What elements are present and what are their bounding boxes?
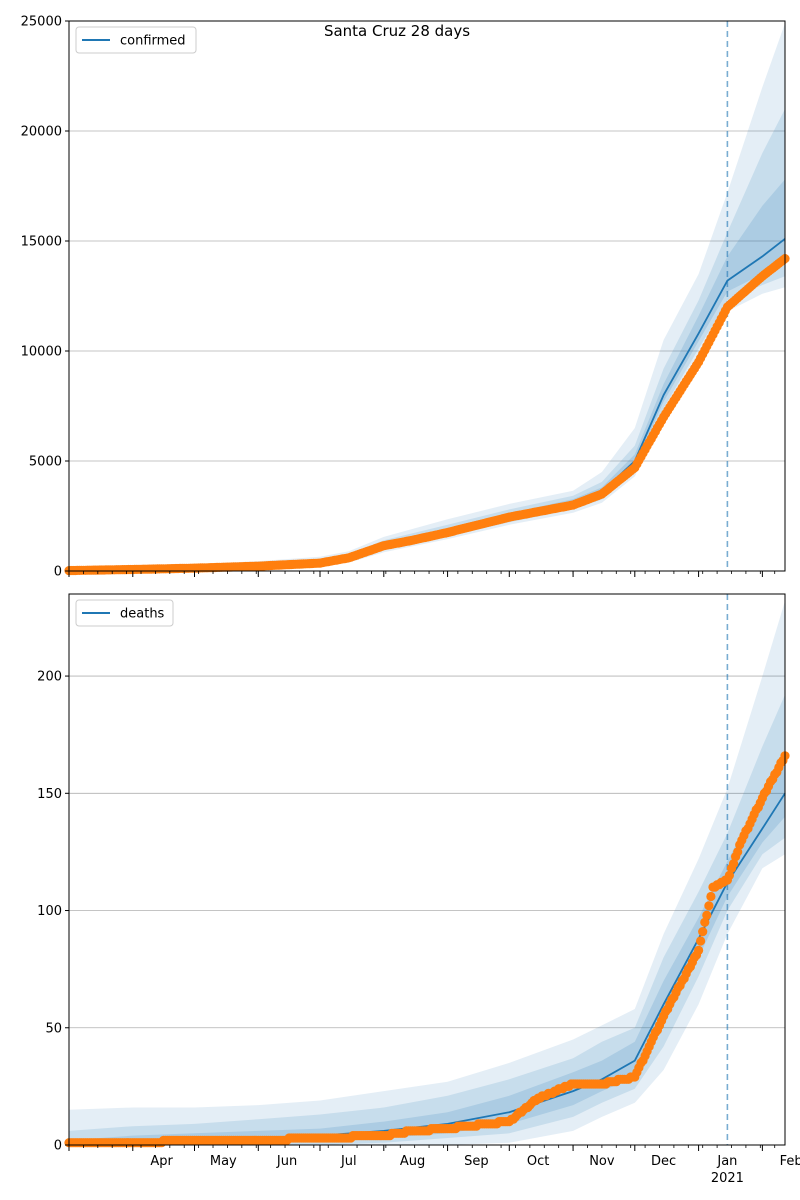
deaths-legend-box [75, 599, 174, 627]
deaths-obs-point [706, 891, 716, 902]
confirmed-model [68, 238, 786, 572]
xtick-label-feb: Feb [780, 1154, 800, 1169]
confirmed-ytick-label: 25000 [21, 15, 62, 30]
deaths-panel: 0 50 100 150 200 Apr May Jun Jul Aug Sep Oct Nov Dec… [37, 593, 800, 1186]
deaths-obs-point [694, 945, 704, 956]
confirmed-ytick-label: 20000 [21, 125, 62, 140]
confirmed-bands [69, 23, 785, 571]
confirmed-legend: confirmed [75, 26, 197, 54]
deaths-ytick-label: 0 [54, 1139, 62, 1154]
xtick-year-label: 2021 [711, 1171, 744, 1186]
confirmed-xticks [68, 571, 776, 577]
confirmed-yticks: 0 5000 10000 15000 20000 25000 [21, 15, 69, 580]
confirmed-band-3 [69, 179, 785, 571]
confirmed-ytick-label: 15000 [21, 235, 62, 250]
figure-title: Santa Cruz 28 days [324, 22, 470, 40]
deaths-obs-point [696, 936, 706, 946]
confirmed-band-1 [69, 23, 785, 571]
confirmed-ytick-label: 10000 [21, 345, 62, 360]
xtick-label-jul: Jul [340, 1154, 357, 1169]
confirmed-plot-frame [68, 20, 786, 572]
deaths-ytick-label: 200 [37, 670, 62, 685]
deaths-ytick-label: 150 [37, 787, 62, 802]
deaths-ytick-label: 100 [37, 904, 62, 919]
confirmed-ytick-label: 0 [54, 565, 62, 580]
xtick-label-jun: Jun [276, 1154, 297, 1169]
deaths-obs-point [700, 917, 710, 927]
confirmed-legend-box [75, 26, 197, 54]
deaths-grid [69, 675, 785, 1029]
xtick-label-jan: Jan [716, 1154, 737, 1169]
confirmed-ytick-label: 5000 [29, 455, 62, 470]
confirmed-grid [69, 130, 785, 462]
xtick-label-apr: Apr [150, 1154, 173, 1169]
confirmed-obs [64, 254, 790, 576]
confirmed-model-line [68, 238, 786, 572]
deaths-legend: deaths [75, 599, 174, 627]
deaths-plot-frame [68, 593, 786, 1146]
confirmed-legend-label: confirmed [120, 34, 186, 49]
deaths-obs-point [702, 910, 712, 920]
xtick-label-nov: Nov [589, 1154, 615, 1169]
xtick-label-dec: Dec [651, 1154, 676, 1169]
confirmed-panel: 0 5000 10000 15000 20000 25000 confirmed [21, 15, 790, 580]
deaths-obs-point [704, 901, 714, 911]
deaths-obs-point [698, 927, 708, 937]
deaths-obs-point [733, 847, 743, 857]
deaths-obs-point [724, 870, 735, 881]
xtick-label-may: May [210, 1154, 237, 1169]
deaths-bands [69, 601, 785, 1145]
xtick-label-oct: Oct [527, 1154, 549, 1169]
deaths-legend-label: deaths [120, 607, 165, 622]
deaths-yticks: 0 50 100 150 200 [37, 670, 69, 1154]
deaths-band-1 [69, 601, 785, 1145]
xtick-label-sep: Sep [464, 1154, 489, 1169]
deaths-xticks: Apr May Jun Jul Aug Sep Oct Nov Dec Jan 2021 Feb [68, 1145, 800, 1186]
deaths-obs [64, 751, 790, 1148]
deaths-obs-point [729, 859, 739, 869]
deaths-ytick-label: 50 [45, 1021, 62, 1036]
xtick-label-aug: Aug [400, 1154, 425, 1169]
